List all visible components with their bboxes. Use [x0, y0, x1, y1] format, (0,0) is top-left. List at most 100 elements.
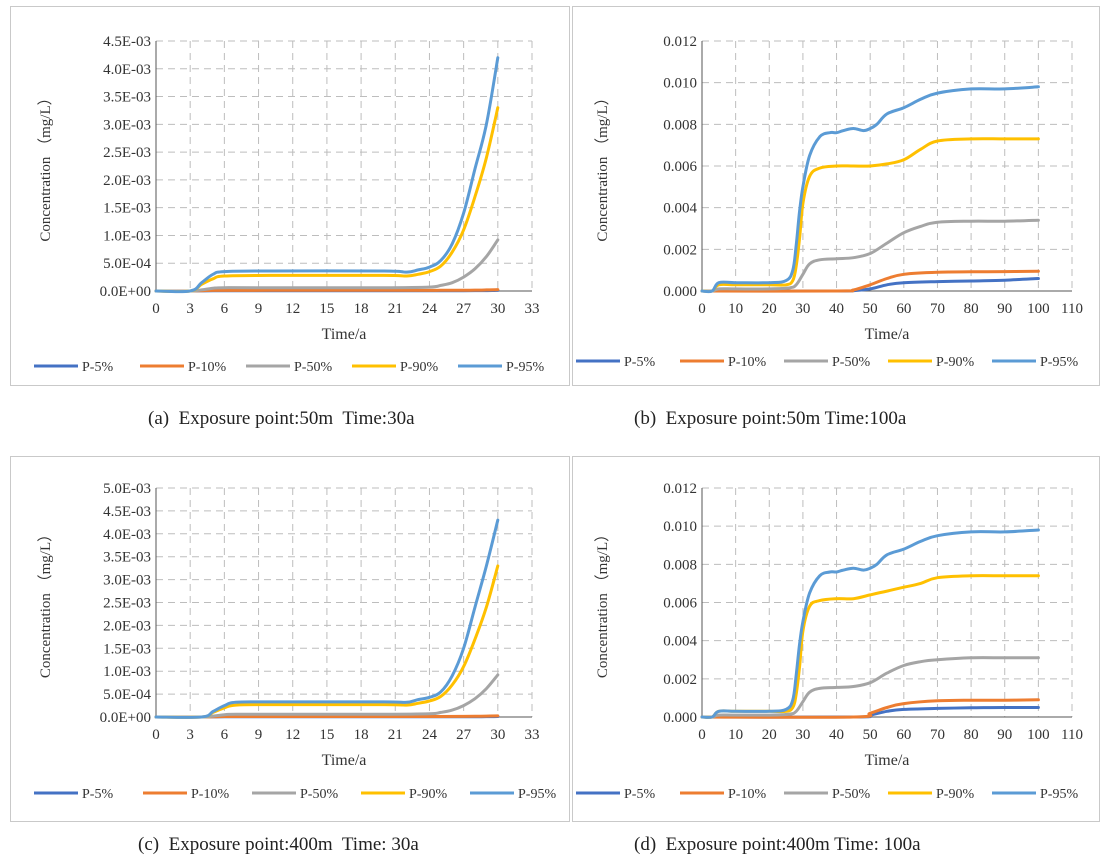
- y-tick-label: 0.006: [663, 596, 697, 612]
- chart-panel-b: 0 10 20 30 40 50 60 70 80 90 100 110 0.000 0.002 0.004…: [572, 6, 1100, 386]
- legend-label: P-10%: [728, 355, 766, 370]
- x-tick-label: 15: [319, 727, 334, 743]
- x-tick-label: 0: [698, 301, 706, 317]
- chart-panel-c: 0 3 6 9 12 15 18 21 24 27 30 33 0.0E+00 5.0E-04 1.0E-0…: [10, 456, 570, 822]
- x-tick-label: 40: [829, 727, 844, 743]
- caption-c: (c) Exposure point:400m Time: 30a: [138, 834, 419, 855]
- series-line-p-50pct: [700, 218, 1040, 293]
- x-tick-label: 27: [456, 727, 472, 743]
- x-tick-label: 33: [525, 727, 540, 743]
- y-tick-label: 4.0E-03: [103, 62, 151, 78]
- legend-label: P-10%: [728, 787, 766, 802]
- y-tick-label: 0.002: [663, 242, 697, 258]
- legend-label: P-10%: [191, 787, 229, 802]
- legend-label: P-50%: [832, 787, 870, 802]
- x-tick-label: 110: [1061, 727, 1083, 743]
- x-tick-label: 30: [490, 301, 505, 317]
- x-axis-label: Time/a: [322, 326, 367, 343]
- x-tick-label: 9: [255, 301, 263, 317]
- y-tick-label: 0.004: [663, 201, 697, 217]
- y-tick-label: 0.010: [663, 76, 697, 92]
- x-tick-label: 30: [795, 727, 810, 743]
- y-tick-label: 3.5E-03: [103, 550, 151, 566]
- y-tick-label: 2.5E-03: [103, 596, 151, 612]
- x-tick-label: 27: [456, 301, 472, 317]
- chart-svg: 0 10 20 30 40 50 60 70 80 90 100 110 0.000 0.002 0.004…: [576, 481, 1083, 802]
- y-tick-label: 1.0E-03: [103, 228, 151, 244]
- x-tick-label: 70: [930, 301, 945, 317]
- y-tick-label: 5.0E-04: [103, 687, 151, 703]
- chart-panel-d: 0 10 20 30 40 50 60 70 80 90 100 110 0.000 0.002 0.004…: [572, 456, 1100, 822]
- x-tick-label: 80: [964, 301, 979, 317]
- y-tick-label: 5.0E-03: [103, 481, 151, 497]
- x-tick-label: 60: [896, 727, 911, 743]
- legend-label: P-50%: [294, 360, 332, 375]
- legend-label: P-50%: [832, 355, 870, 370]
- y-tick-label: 0.012: [663, 34, 697, 50]
- series-line-p-10pct: [700, 698, 1040, 719]
- y-tick-label: 4.5E-03: [103, 504, 151, 520]
- x-tick-label: 3: [186, 727, 194, 743]
- y-tick-label: 0.0E+00: [100, 710, 151, 726]
- x-tick-label: 18: [354, 301, 369, 317]
- x-tick-label: 6: [221, 727, 229, 743]
- series-line-p-95pct: [700, 85, 1040, 294]
- x-tick-label: 90: [997, 301, 1012, 317]
- x-axis-label: Time/a: [865, 326, 910, 343]
- x-tick-label: 90: [997, 727, 1012, 743]
- x-tick-label: 80: [964, 727, 979, 743]
- x-tick-label: 12: [285, 301, 300, 317]
- series-line-p-50pct: [154, 238, 500, 293]
- x-tick-label: 110: [1061, 301, 1083, 317]
- x-tick-label: 24: [422, 727, 438, 743]
- y-tick-label: 2.0E-03: [103, 173, 151, 189]
- x-tick-label: 24: [422, 301, 438, 317]
- x-tick-label: 21: [388, 727, 403, 743]
- series-line-p-95pct: [154, 518, 500, 719]
- series-line-p-90pct: [154, 106, 500, 294]
- x-tick-label: 20: [762, 301, 777, 317]
- y-tick-label: 0.004: [663, 634, 697, 650]
- y-tick-label: 0.0E+00: [100, 284, 151, 300]
- series-line-p-10pct: [700, 269, 1040, 293]
- x-tick-label: 70: [930, 727, 945, 743]
- y-tick-label: 0.006: [663, 159, 697, 175]
- y-tick-label: 0.000: [663, 710, 697, 726]
- x-tick-label: 40: [829, 301, 844, 317]
- y-tick-label: 0.002: [663, 672, 697, 688]
- y-tick-label: 4.0E-03: [103, 527, 151, 543]
- y-axis-label: Concentration （mg/L）: [594, 90, 611, 241]
- legend-label: P-50%: [300, 787, 338, 802]
- y-tick-label: 0.008: [663, 557, 697, 573]
- legend-label: P-90%: [936, 787, 974, 802]
- x-tick-label: 10: [728, 301, 743, 317]
- x-tick-label: 100: [1027, 727, 1050, 743]
- legend-label: P-95%: [1040, 787, 1078, 802]
- caption-d: (d) Exposure point:400m Time: 100a: [634, 834, 921, 855]
- chart-svg: 0 3 6 9 12 15 18 21 24 27 30 33 0.0E+00 5.0E-04 1.0E-0…: [34, 481, 556, 802]
- x-axis-label: Time/a: [865, 752, 910, 769]
- y-tick-label: 1.0E-03: [103, 664, 151, 680]
- x-tick-label: 100: [1027, 301, 1050, 317]
- y-tick-label: 3.0E-03: [103, 117, 151, 133]
- x-tick-label: 0: [698, 727, 706, 743]
- y-tick-label: 0.008: [663, 117, 697, 133]
- x-tick-label: 21: [388, 301, 403, 317]
- legend-label: P-90%: [409, 787, 447, 802]
- series-line-p-95pct: [154, 56, 500, 294]
- chart-panel-a: 0 3 6 9 12 15 18 21 24 27 30 33 0.0E+00 5.0E-04 1.0E-0…: [10, 6, 570, 386]
- x-tick-label: 3: [186, 301, 194, 317]
- x-tick-label: 0: [152, 301, 160, 317]
- legend-label: P-5%: [624, 787, 655, 802]
- x-tick-label: 50: [863, 301, 878, 317]
- y-axis-label: Concentration （mg/L）: [37, 90, 54, 241]
- y-tick-label: 3.0E-03: [103, 573, 151, 589]
- y-tick-label: 2.0E-03: [103, 618, 151, 634]
- chart-frame: [572, 456, 1100, 822]
- y-axis-label: Concentration （mg/L）: [594, 527, 611, 678]
- legend-label: P-90%: [400, 360, 438, 375]
- y-tick-label: 0.000: [663, 284, 697, 300]
- series-line-p-95pct: [700, 528, 1040, 719]
- y-tick-label: 2.5E-03: [103, 145, 151, 161]
- y-tick-label: 1.5E-03: [103, 201, 151, 217]
